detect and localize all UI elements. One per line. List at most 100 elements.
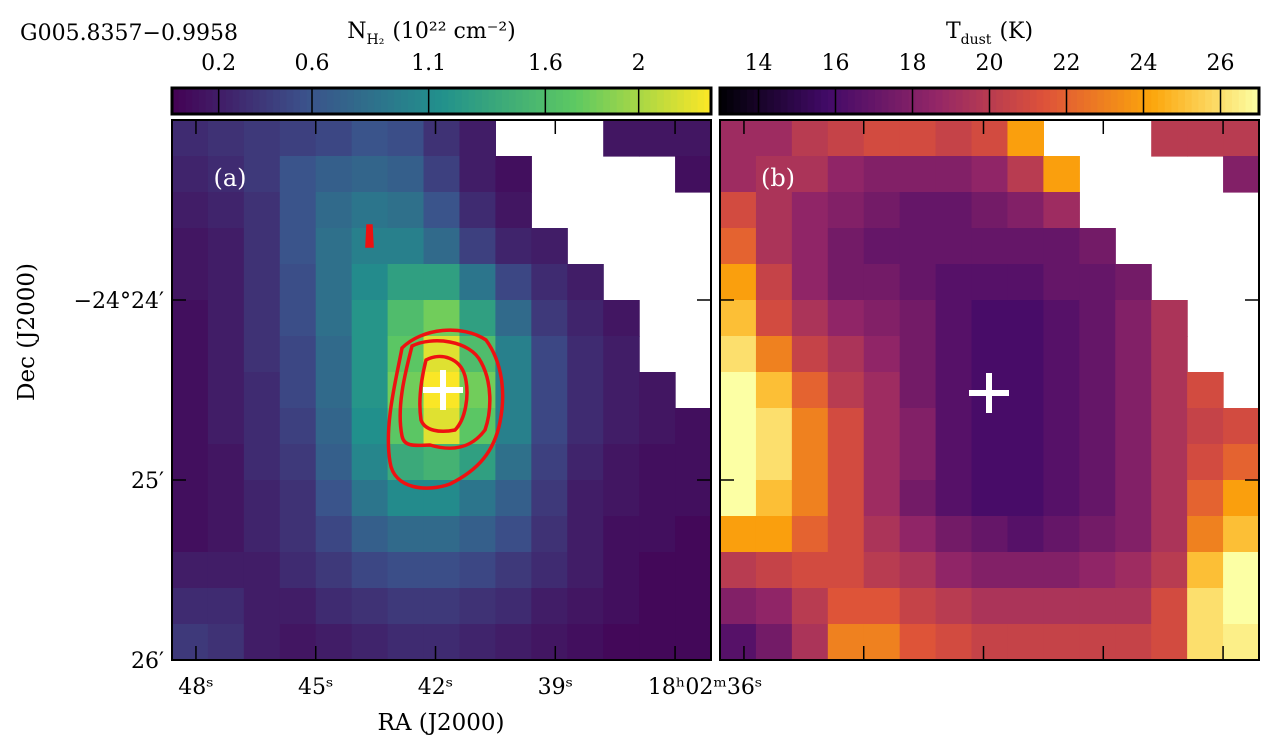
- heatmap-cell: [1151, 336, 1188, 373]
- colorbar-swatch: [1232, 88, 1240, 114]
- heatmap-cell: [495, 480, 532, 517]
- colorbar-label-sub: dust: [961, 32, 992, 48]
- heatmap-cell: [1007, 408, 1044, 445]
- heatmap-cell: [863, 264, 901, 301]
- colorbar-swatch: [834, 88, 842, 114]
- colorbar-swatch: [841, 88, 849, 114]
- heatmap-cell: [1151, 480, 1188, 517]
- colorbar-swatch: [888, 88, 896, 114]
- colorbar-swatch: [576, 88, 584, 114]
- colorbar-swatch: [1157, 88, 1166, 114]
- heatmap-cell: [567, 444, 604, 481]
- heatmap-cell: [755, 264, 793, 301]
- heatmap-cell: [971, 408, 1009, 445]
- colorbar-swatch: [556, 88, 564, 114]
- colorbar-swatch: [1110, 88, 1119, 114]
- heatmap-cell: [531, 516, 568, 553]
- colorbar-swatch: [1191, 88, 1199, 114]
- colorbar-swatch: [380, 88, 389, 114]
- heatmap-cell: [495, 444, 532, 481]
- heatmap-cell: [423, 192, 461, 229]
- heatmap-cell: [935, 516, 973, 553]
- colorbar-swatch: [657, 88, 665, 114]
- heatmap-cell: [172, 300, 209, 337]
- heatmap-cell: [315, 516, 353, 553]
- colorbar-tick-label: 0.2: [201, 51, 236, 76]
- heatmap-cell: [1007, 192, 1044, 229]
- heatmap-cell: [279, 336, 317, 373]
- colorbar-swatch: [340, 88, 348, 114]
- heatmap-cell: [1223, 444, 1260, 481]
- heatmap-cell: [279, 228, 317, 265]
- axes: (a) 48ˢ 45ˢ 42ˢ 39ˢ 18ʰ02ᵐ36ˢ −24°24′ 25′ 26′ 0.2…: [74, 19, 1261, 700]
- heatmap-cell: [971, 480, 1009, 517]
- y-axis-label: Dec (J2000): [14, 263, 40, 401]
- heatmap-cell: [495, 264, 532, 301]
- heatmap-cell: [1007, 264, 1044, 301]
- colorbar-swatch: [1178, 88, 1186, 114]
- colorbar-tick-label: 26: [1207, 51, 1235, 76]
- x-tick-label: 39ˢ: [538, 675, 573, 700]
- heatmap-cell: [423, 516, 461, 553]
- colorbar-swatch: [1144, 88, 1152, 114]
- heatmap-cell: [423, 444, 461, 481]
- heatmap-cell: [1223, 552, 1260, 589]
- colorbar-label: Tdust (K): [946, 19, 1033, 48]
- heatmap-cell: [755, 372, 793, 409]
- heatmap-cell: [387, 120, 425, 157]
- heatmap-cell: [971, 624, 1009, 661]
- heatmap-cell: [315, 372, 353, 409]
- colorbar-swatch: [733, 88, 741, 114]
- heatmap-cell: [720, 588, 757, 625]
- colorbar-swatch: [320, 88, 328, 114]
- colorbar-swatch: [1124, 88, 1132, 114]
- colorbar-swatch: [333, 88, 342, 114]
- contour: [365, 224, 374, 248]
- heatmap-cell: [791, 228, 829, 265]
- heatmap-cell: [971, 300, 1009, 337]
- colorbar-swatch: [1023, 88, 1031, 114]
- contour: [418, 354, 469, 433]
- colorbar-swatch: [306, 88, 315, 114]
- heatmap-cell: [279, 516, 317, 553]
- colorbar-swatch: [266, 88, 274, 114]
- heatmap-cell: [243, 480, 281, 517]
- heatmap-cell: [791, 588, 829, 625]
- heatmap-cell: [755, 588, 793, 625]
- colorbar-swatch: [1056, 88, 1065, 114]
- panel-label: (a): [213, 164, 246, 192]
- heatmap-cell: [1115, 300, 1152, 337]
- heatmap-cell: [863, 336, 901, 373]
- x-tick-label: 48ˢ: [178, 675, 213, 700]
- heatmap-cell: [243, 516, 281, 553]
- colorbar-swatch: [508, 88, 517, 114]
- heatmap-cell: [207, 444, 245, 481]
- heatmap-cell: [899, 228, 937, 265]
- heatmap-cell: [243, 120, 281, 157]
- heatmap-cell: [827, 192, 865, 229]
- heatmap-cell: [791, 372, 829, 409]
- colorbar-swatch: [198, 88, 207, 114]
- heatmap-cell: [935, 264, 973, 301]
- heatmap-cell: [720, 336, 757, 373]
- colorbar-swatch: [596, 88, 604, 114]
- heatmap-cell: [971, 264, 1009, 301]
- heatmap-cell: [387, 156, 425, 193]
- heatmap-cell: [755, 408, 793, 445]
- colorbar-swatch: [1164, 88, 1173, 114]
- heatmap-cell: [172, 336, 209, 373]
- heatmap-cell: [935, 624, 973, 661]
- colorbar-swatch: [901, 88, 910, 114]
- heatmap-cell: [639, 120, 676, 157]
- heatmap-cell: [1187, 552, 1224, 589]
- colorbar-swatch: [630, 88, 638, 114]
- heatmap-cell: [531, 372, 568, 409]
- heatmap-cell: [387, 264, 425, 301]
- colorbar-swatch: [185, 88, 193, 114]
- heatmap-cell: [899, 300, 937, 337]
- heatmap-cell: [459, 516, 496, 553]
- colorbar-swatch: [502, 88, 510, 114]
- colorbar-swatch: [996, 88, 1004, 114]
- heatmap-cell: [971, 336, 1009, 373]
